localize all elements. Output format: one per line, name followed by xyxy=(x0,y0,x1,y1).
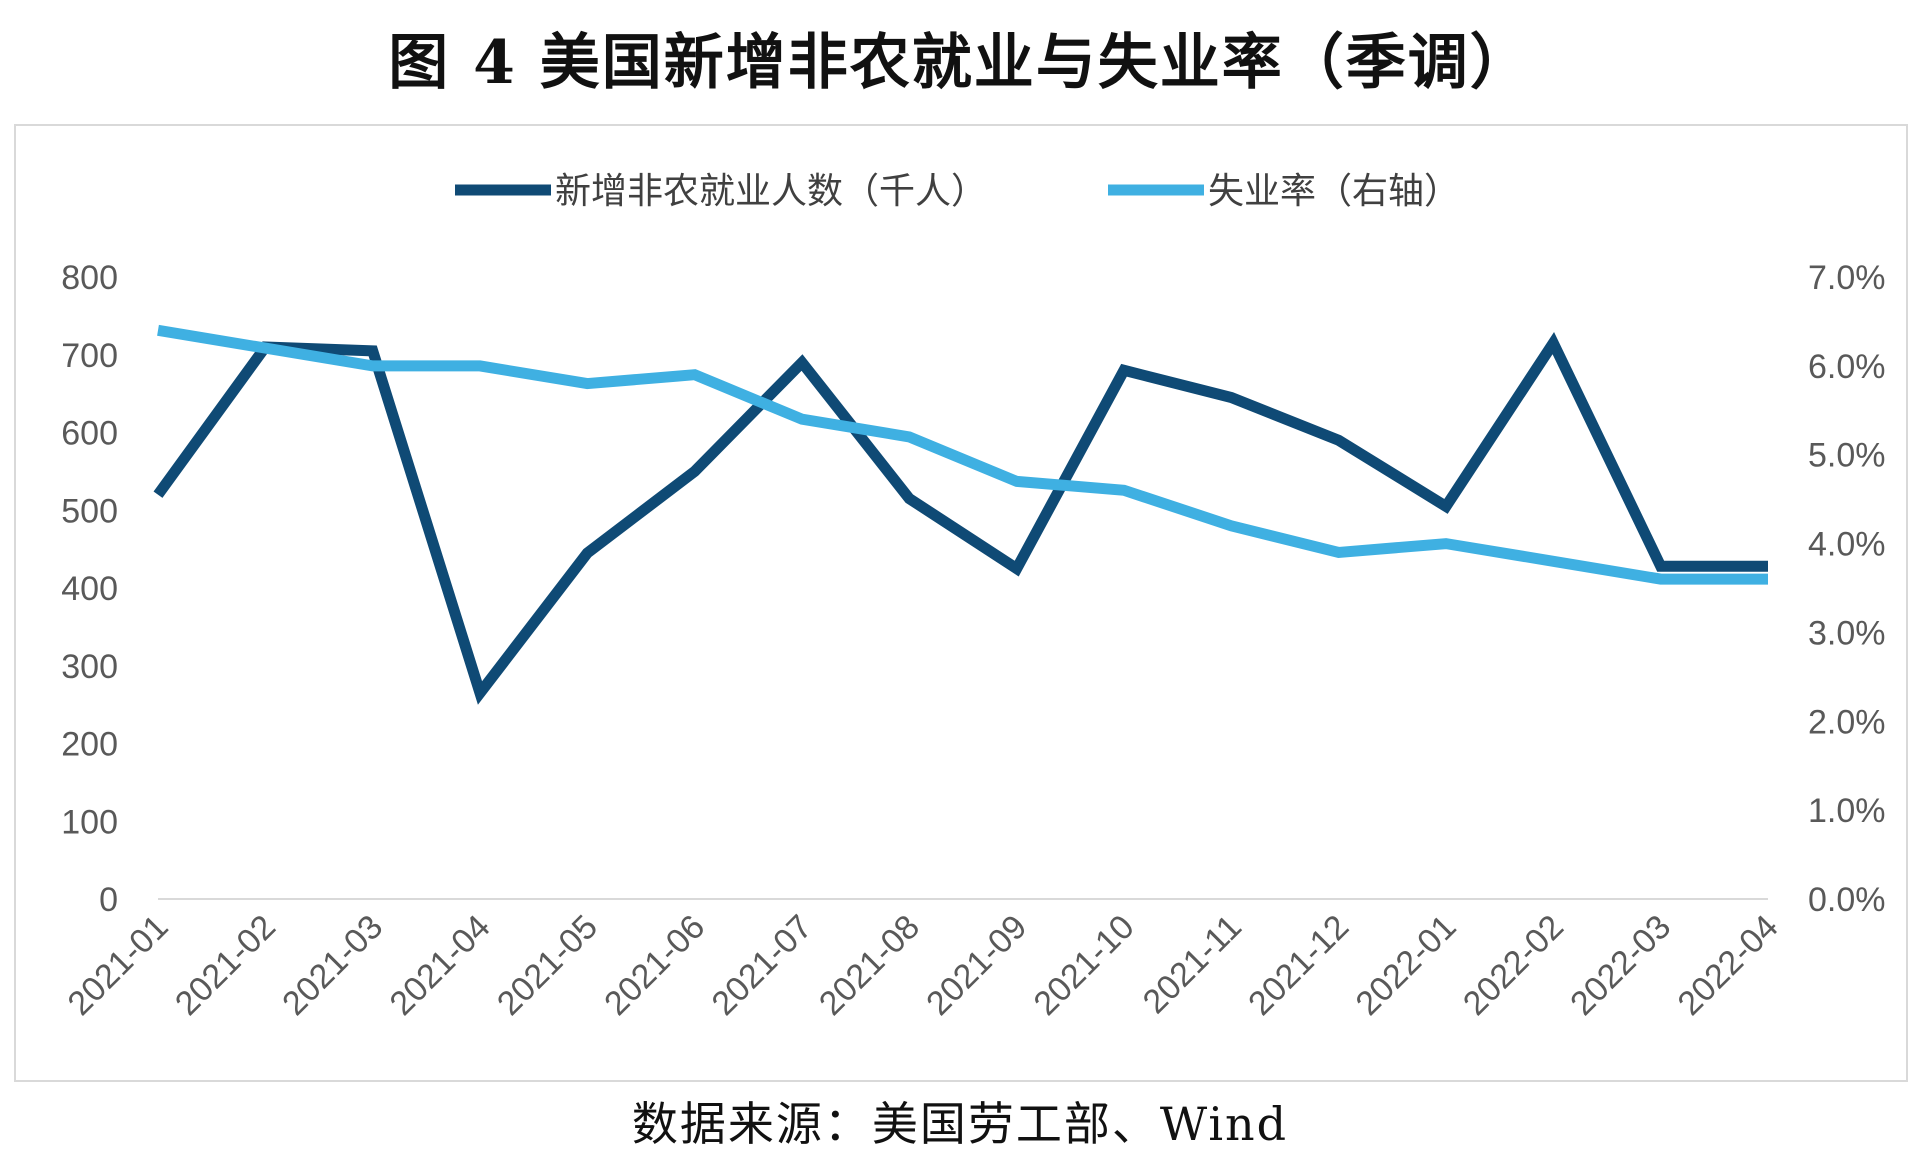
left-tick-label: 700 xyxy=(61,337,118,375)
chart-title: 图 4 美国新增非农就业与失业率（季调） xyxy=(388,28,1532,98)
series-line-1 xyxy=(153,331,1768,705)
x-tick-label: 2021-10 xyxy=(1027,908,1142,1023)
legend-label: 新增非农就业人数（千人） xyxy=(555,171,987,212)
right-tick-label: 4.0% xyxy=(1808,526,1886,564)
left-axis: 0 100 200 300 400 500 600 700 800 xyxy=(61,259,118,919)
series-line-2 xyxy=(157,324,1768,585)
right-tick-label: 2.0% xyxy=(1808,703,1886,741)
x-tick-label: 2021-08 xyxy=(812,908,927,1023)
x-tick-label: 2021-01 xyxy=(61,908,176,1023)
legend: 新增非农就业人数（千人） 失业率（右轴） xyxy=(455,171,1460,212)
left-tick-label: 300 xyxy=(61,648,118,686)
x-tick-label: 2021-11 xyxy=(1136,908,1249,1021)
x-tick-label: 2022-04 xyxy=(1671,908,1786,1023)
left-tick-label: 0 xyxy=(99,881,118,919)
x-tick-label: 2021-12 xyxy=(1241,908,1356,1023)
right-tick-label: 7.0% xyxy=(1808,259,1886,297)
left-tick-label: 200 xyxy=(61,726,118,764)
right-axis: 0.0% 1.0% 2.0% 3.0% 4.0% 5.0% 6.0% 7.0% xyxy=(1808,259,1886,919)
x-tick-label: 2021-03 xyxy=(275,908,390,1023)
left-tick-label: 400 xyxy=(61,570,118,608)
source-note: 数据来源：美国劳工部、Wind xyxy=(631,1097,1289,1151)
right-tick-label: 5.0% xyxy=(1808,437,1886,475)
x-tick-label: 2022-03 xyxy=(1563,908,1678,1023)
left-tick-label: 100 xyxy=(61,803,118,841)
left-tick-label: 800 xyxy=(61,259,118,297)
x-tick-label: 2022-02 xyxy=(1456,908,1571,1023)
x-axis: 2021-012021-022021-032021-042021-052021-… xyxy=(61,908,1786,1023)
x-tick-label: 2021-02 xyxy=(168,908,283,1023)
right-tick-label: 1.0% xyxy=(1808,792,1886,830)
series-layer xyxy=(153,324,1768,705)
right-tick-label: 6.0% xyxy=(1808,348,1886,386)
left-tick-label: 500 xyxy=(61,492,118,530)
x-tick-label: 2021-07 xyxy=(705,908,820,1023)
chart-frame xyxy=(14,124,1908,1082)
x-tick-label: 2022-01 xyxy=(1349,908,1464,1023)
x-tick-label: 2021-04 xyxy=(383,908,498,1023)
x-tick-label: 2021-05 xyxy=(490,908,605,1023)
x-tick-label: 2021-09 xyxy=(919,908,1034,1023)
left-tick-label: 600 xyxy=(61,415,118,453)
legend-label: 失业率（右轴） xyxy=(1208,171,1460,212)
right-tick-label: 3.0% xyxy=(1808,614,1886,652)
right-tick-label: 0.0% xyxy=(1808,881,1886,919)
x-tick-label: 2021-06 xyxy=(597,908,712,1023)
